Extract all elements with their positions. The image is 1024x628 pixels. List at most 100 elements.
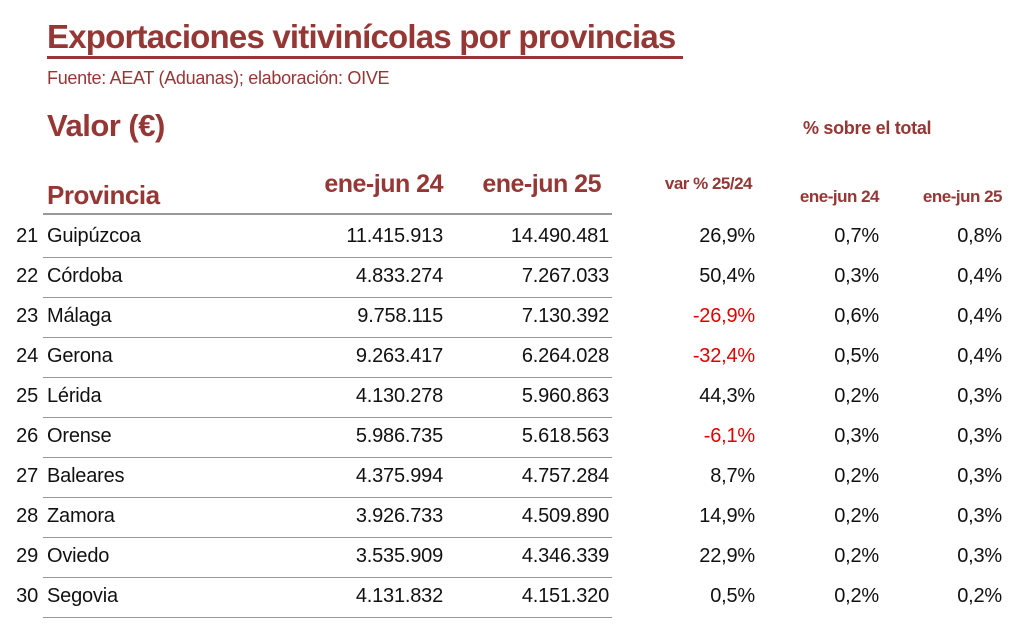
value-24-cell: 4.131.832 — [355, 585, 443, 607]
value-25-cell: 4.346.339 — [521, 545, 609, 567]
value-24-cell: 3.926.733 — [355, 505, 443, 527]
header-value-24: ene-jun 24 — [324, 170, 443, 198]
pct-25-cell: 0,4% — [957, 345, 1002, 367]
value-25-cell: 4.757.284 — [521, 465, 609, 487]
rank-cell: 30 — [16, 585, 38, 607]
pct-24-cell: 0,2% — [834, 465, 879, 487]
value-25-cell: 4.509.890 — [521, 505, 609, 527]
value-25-cell: 5.960.863 — [521, 385, 609, 407]
table-row: 22 Córdoba 4.833.274 7.267.033 50,4% 0,3% 0,4% — [0, 258, 1024, 298]
row-divider — [43, 457, 612, 458]
source-note: Fuente: AEAT (Aduanas); elaboración: OIV… — [47, 68, 390, 88]
province-cell: Orense — [47, 425, 112, 447]
value-24-cell: 9.758.115 — [357, 305, 443, 327]
rank-cell: 29 — [16, 545, 38, 567]
row-divider — [43, 297, 612, 298]
province-cell: Lérida — [47, 385, 102, 407]
header-pct-25: ene-jun 25 — [922, 187, 1003, 206]
pct-24-cell: 0,6% — [834, 305, 879, 327]
table-row: 27 Baleares 4.375.994 4.757.284 8,7% 0,2% 0,3% — [0, 458, 1024, 498]
row-divider — [43, 377, 612, 378]
section-title: Valor (€) — [47, 108, 165, 143]
province-cell: Gerona — [47, 345, 113, 367]
province-cell: Zamora — [47, 505, 115, 527]
rank-cell: 25 — [16, 385, 38, 407]
value-24-cell: 9.263.417 — [355, 345, 443, 367]
pct-25-cell: 0,4% — [957, 265, 1002, 287]
row-divider — [43, 577, 612, 578]
value-24-cell: 3.535.909 — [355, 545, 443, 567]
variation-cell: 0,5% — [710, 585, 755, 607]
pct-25-cell: 0,2% — [957, 585, 1002, 607]
row-divider — [43, 617, 612, 618]
header-variation: var % 25/24 — [664, 174, 753, 193]
header-pct-24: ene-jun 24 — [799, 187, 880, 206]
header-divider — [43, 213, 612, 215]
value-25-cell: 7.130.392 — [521, 305, 609, 327]
table-row: 26 Orense 5.986.735 5.618.563 -6,1% 0,3% 0,3% — [0, 418, 1024, 458]
pct-25-cell: 0,3% — [957, 385, 1002, 407]
pct-24-cell: 0,2% — [834, 545, 879, 567]
variation-cell: 44,3% — [699, 385, 755, 407]
pct-25-cell: 0,3% — [957, 465, 1002, 487]
pct-25-cell: 0,3% — [957, 545, 1002, 567]
header-provincia: Provincia — [47, 180, 160, 210]
variation-cell: 22,9% — [699, 545, 755, 567]
pct-24-cell: 0,5% — [834, 345, 879, 367]
value-25-cell: 7.267.033 — [521, 265, 609, 287]
row-divider — [43, 537, 612, 538]
pct-24-cell: 0,2% — [834, 585, 879, 607]
table-row: 25 Lérida 4.130.278 5.960.863 44,3% 0,2% 0,3% — [0, 378, 1024, 418]
pct-25-cell: 0,4% — [957, 305, 1002, 327]
variation-cell: 26,9% — [699, 225, 755, 247]
pct-24-cell: 0,3% — [834, 425, 879, 447]
rank-cell: 21 — [16, 225, 38, 247]
variation-cell: -6,1% — [703, 425, 755, 447]
rank-cell: 22 — [16, 265, 38, 287]
province-cell: Oviedo — [47, 545, 110, 567]
value-24-cell: 5.986.735 — [355, 425, 443, 447]
value-25-cell: 6.264.028 — [521, 345, 609, 367]
pct-24-cell: 0,2% — [834, 385, 879, 407]
province-cell: Málaga — [47, 305, 112, 327]
row-divider — [43, 337, 612, 338]
rank-cell: 26 — [16, 425, 38, 447]
table-row: 21 Guipúzcoa 11.415.913 14.490.481 26,9% 0,7%… — [0, 218, 1024, 258]
header-value-25: ene-jun 25 — [482, 170, 601, 198]
table-row: 28 Zamora 3.926.733 4.509.890 14,9% 0,2% 0,3% — [0, 498, 1024, 538]
pct-24-cell: 0,7% — [834, 225, 879, 247]
rank-cell: 28 — [16, 505, 38, 527]
value-24-cell: 4.833.274 — [355, 265, 443, 287]
variation-cell: 14,9% — [699, 505, 755, 527]
value-25-cell: 14.490.481 — [510, 225, 609, 247]
value-24-cell: 4.130.278 — [355, 385, 443, 407]
page-title: Exportaciones vitivinícolas por provinci… — [47, 18, 684, 59]
pct-25-cell: 0,3% — [957, 425, 1002, 447]
table-row: 29 Oviedo 3.535.909 4.346.339 22,9% 0,2% 0,3% — [0, 538, 1024, 578]
pct-total-label: % sobre el total — [803, 118, 932, 138]
table-row: 30 Segovia 4.131.832 4.151.320 0,5% 0,2% 0,2% — [0, 578, 1024, 618]
province-cell: Baleares — [47, 465, 125, 487]
variation-cell: -32,4% — [692, 345, 755, 367]
value-25-cell: 5.618.563 — [521, 425, 609, 447]
table-row: 23 Málaga 9.758.115 7.130.392 -26,9% 0,6% 0,4% — [0, 298, 1024, 338]
value-24-cell: 4.375.994 — [355, 465, 443, 487]
pct-24-cell: 0,2% — [834, 505, 879, 527]
pct-24-cell: 0,3% — [834, 265, 879, 287]
pct-25-cell: 0,3% — [957, 505, 1002, 527]
province-cell: Segovia — [47, 585, 118, 607]
row-divider — [43, 257, 612, 258]
value-24-cell: 11.415.913 — [346, 225, 443, 247]
row-divider — [43, 417, 612, 418]
province-cell: Guipúzcoa — [47, 225, 141, 247]
row-divider — [43, 497, 612, 498]
variation-cell: 50,4% — [699, 265, 755, 287]
rank-cell: 24 — [16, 345, 38, 367]
province-cell: Córdoba — [47, 265, 123, 287]
value-25-cell: 4.151.320 — [521, 585, 609, 607]
rank-cell: 27 — [16, 465, 38, 487]
pct-25-cell: 0,8% — [957, 225, 1002, 247]
variation-cell: 8,7% — [710, 465, 755, 487]
table-row: 24 Gerona 9.263.417 6.264.028 -32,4% 0,5% 0,4% — [0, 338, 1024, 378]
variation-cell: -26,9% — [692, 305, 755, 327]
